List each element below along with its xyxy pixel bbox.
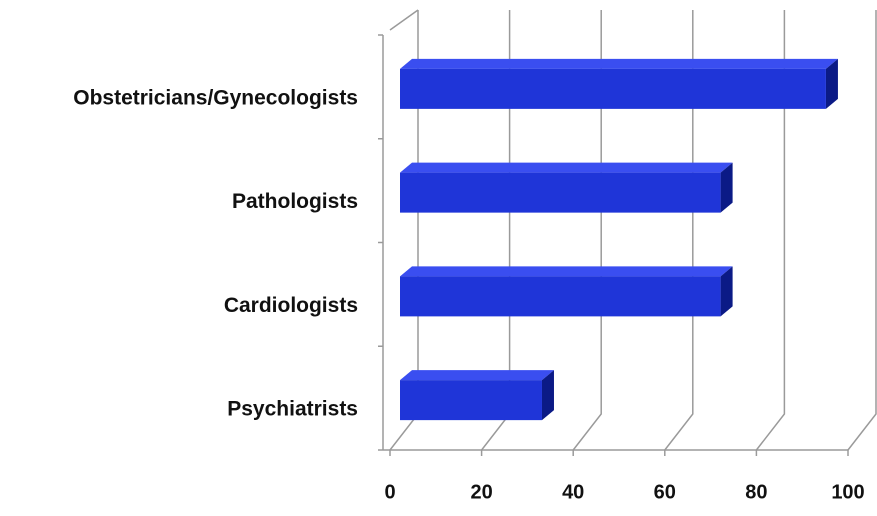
grid-line bbox=[572, 10, 602, 451]
bar bbox=[400, 68, 826, 109]
bar-top bbox=[400, 370, 554, 381]
bar-side bbox=[541, 370, 554, 421]
y-tick-label: Cardiologists bbox=[224, 294, 358, 317]
bar bbox=[400, 380, 542, 421]
grid-line bbox=[664, 10, 694, 451]
x-tick-label: 100 bbox=[831, 481, 864, 503]
grid-line bbox=[755, 10, 786, 451]
bar-top bbox=[400, 162, 733, 173]
x-tick-label: 60 bbox=[654, 481, 676, 503]
bar bbox=[400, 172, 721, 213]
bars bbox=[400, 58, 838, 421]
y-tick-label: Obstetricians/Gynecologists bbox=[73, 86, 358, 109]
y-tick-label: Pathologists bbox=[232, 190, 358, 213]
wall-edge bbox=[389, 9, 419, 31]
x-tick-label: 0 bbox=[384, 481, 395, 503]
grid-line bbox=[847, 10, 877, 451]
x-tick-label: 80 bbox=[745, 481, 767, 503]
x-tick-label: 20 bbox=[470, 481, 492, 503]
bar-side bbox=[720, 162, 733, 213]
bar-side bbox=[720, 266, 733, 317]
bar-top bbox=[400, 58, 838, 69]
y-tick-label: Psychiatrists bbox=[227, 398, 358, 421]
bar-side bbox=[825, 58, 838, 109]
bar-top bbox=[400, 266, 733, 277]
bar bbox=[400, 276, 721, 317]
x-tick-label: 40 bbox=[562, 481, 584, 503]
